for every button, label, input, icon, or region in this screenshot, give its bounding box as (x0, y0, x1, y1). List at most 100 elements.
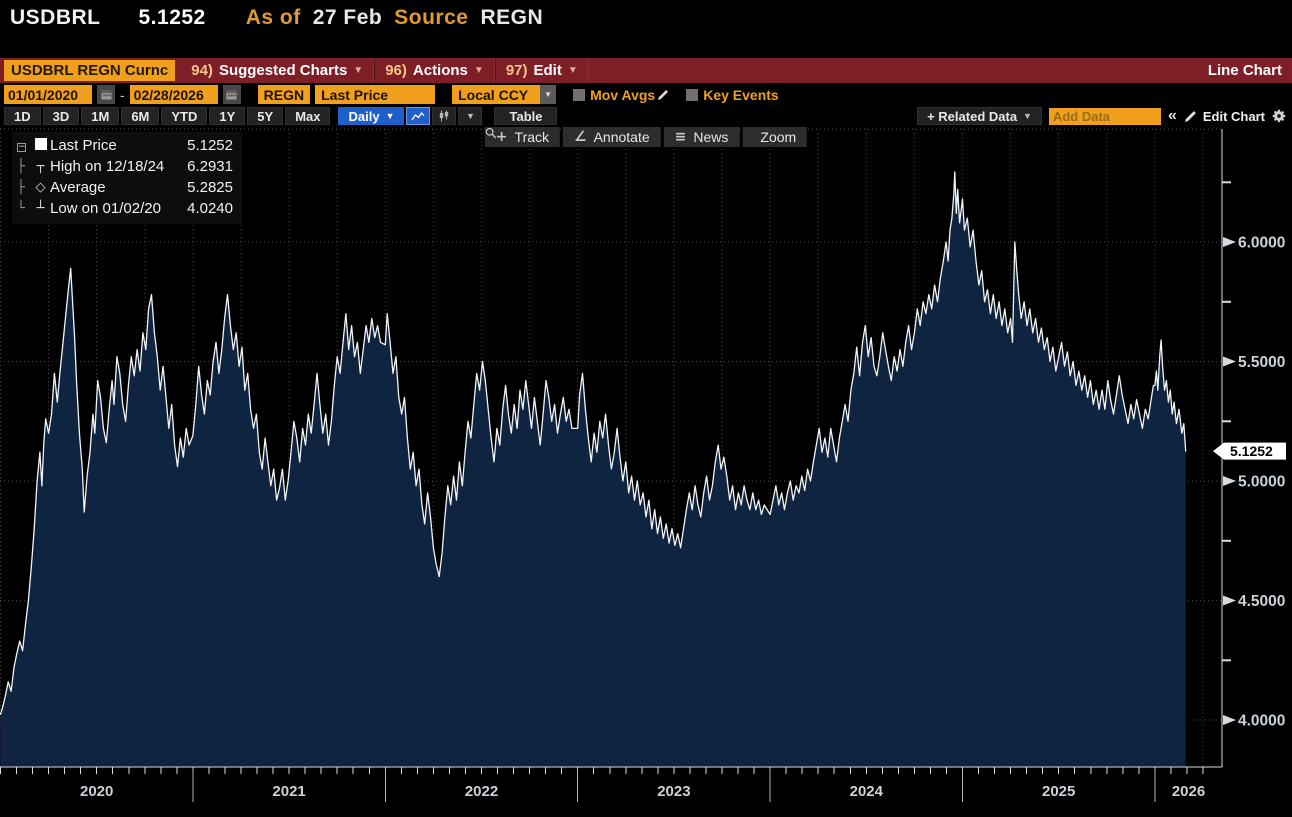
period-select[interactable]: Daily ▼ (338, 107, 405, 125)
range-button-max[interactable]: Max (285, 107, 331, 125)
x-axis: 2020 2021 2022 2023 2024 2025 2026 (0, 766, 1222, 802)
track-label: Track (514, 129, 550, 145)
svg-text:6.0000: 6.0000 (1238, 235, 1285, 252)
legend-value: 5.1252 (187, 137, 233, 154)
menu-item-number: 97) (505, 62, 528, 79)
period-label: Daily (348, 108, 380, 124)
pencil-icon (1184, 110, 1196, 122)
as-of-date: 27 Feb (312, 6, 383, 29)
key-events-checkbox[interactable] (686, 88, 699, 101)
edit-chart-label: Edit Chart (1202, 108, 1265, 124)
track-cross-icon: + (495, 129, 508, 145)
range-button-1m[interactable]: 1M (81, 107, 120, 125)
mov-avgs-pencil-icon[interactable] (657, 89, 669, 101)
mov-avgs-label: Mov Avgs (590, 86, 656, 103)
low-marker-icon: ┴ (36, 201, 45, 216)
svg-text:2023: 2023 (657, 783, 690, 800)
menu-item-suggested-charts[interactable]: 94) Suggested Charts ▼ (181, 58, 375, 83)
currency-dropdown-icon[interactable]: ▼ (540, 85, 557, 104)
related-data-button[interactable]: + Related Data ▼ (917, 107, 1042, 125)
zoom-button[interactable]: Zoom (485, 127, 808, 147)
range-button-6m[interactable]: 6M (121, 107, 160, 125)
svg-text:2026: 2026 (1172, 783, 1205, 800)
line-chart-type-button[interactable] (406, 107, 431, 125)
svg-text:4.5000: 4.5000 (1238, 593, 1285, 610)
price-line (0, 171, 1187, 715)
legend-row-3[interactable]: └ ┴ Low on 01/02/20 4.0240 (17, 198, 233, 219)
legend-label: Average (50, 179, 106, 196)
table-button[interactable]: Table (494, 107, 558, 125)
svg-text:2024: 2024 (850, 783, 884, 800)
date-range-dash: - (120, 86, 125, 103)
currency-select[interactable]: Local CCY (452, 85, 541, 104)
chart-area[interactable]: 4.0000 4.5000 5.0000 5.5000 6.0000 2020 2021 20… (0, 126, 1292, 815)
svg-text:2022: 2022 (465, 783, 498, 800)
svg-text:5.0000: 5.0000 (1238, 474, 1285, 491)
y-axis: 4.0000 4.5000 5.0000 5.5000 6.0000 (1221, 129, 1285, 767)
menu-item-label: Suggested Charts (218, 62, 348, 79)
range-button-3d[interactable]: 3D (42, 107, 80, 125)
related-data-label: + Related Data (927, 108, 1018, 124)
range-toolbar: 1D 3D 1M 6M YTD 1Y 5Y Max Daily ▼ ▼ Table + Rel… (0, 106, 1292, 126)
annotate-label: Annotate (593, 129, 650, 145)
edit-chart-button[interactable]: Edit Chart (1184, 109, 1265, 124)
legend-label: High on 12/18/24 (50, 158, 165, 175)
range-button-ytd[interactable]: YTD (161, 107, 208, 125)
news-label: News (693, 129, 729, 145)
legend-tree-glyph: − (17, 138, 31, 153)
chevron-down-icon: ▼ (567, 65, 578, 76)
candle-chart-type-button[interactable] (432, 107, 457, 125)
menu-bar: USDBRL REGN Curnc 94) Suggested Charts ▼ 96… (0, 58, 1292, 83)
as-of-label: As of (245, 6, 301, 29)
zoom-label: Zoom (760, 129, 797, 145)
swatch-square-icon (31, 137, 50, 154)
title-last-price: 5.1252 (138, 6, 206, 29)
svg-text:5.5000: 5.5000 (1238, 354, 1285, 371)
chart-legend[interactable]: − Last Price 5.1252 ├ ┬ High on 12/18/24 6.293… (12, 132, 242, 224)
legend-rows: − Last Price 5.1252 ├ ┬ High on 12/18/24 6.293… (17, 135, 233, 219)
title-bar: USDBRL 5.1252 As of 27 Feb Source REGN (0, 0, 1292, 58)
legend-row-1[interactable]: ├ ┬ High on 12/18/24 6.2931 (17, 156, 233, 177)
svg-text:5.1252: 5.1252 (1230, 443, 1273, 459)
calendar-from-icon[interactable] (97, 85, 115, 104)
source-field-box[interactable]: REGN (257, 85, 311, 104)
legend-label: Last Price (50, 137, 117, 154)
price-field-box[interactable]: Last Price (315, 85, 436, 104)
chart-type-label: Line Chart (1207, 62, 1282, 79)
date-to-input[interactable] (129, 85, 218, 104)
track-button[interactable]: + Track (484, 127, 561, 147)
mov-avgs-checkbox[interactable] (573, 88, 586, 101)
settings-gear-icon[interactable] (1272, 109, 1286, 123)
range-button-5y[interactable]: 5Y (247, 107, 284, 125)
menu-item-actions[interactable]: 96) Actions ▼ (374, 58, 495, 83)
related-data-dropdown-icon: ▼ (1023, 111, 1032, 121)
menu-item-number: 94) (191, 62, 213, 79)
collapse-box-icon[interactable]: − (17, 142, 26, 152)
average-marker-icon: ◇ (35, 180, 46, 195)
area-series (0, 172, 1186, 767)
menu-item-edit[interactable]: 97) Edit ▼ (494, 58, 589, 83)
key-events-label: Key Events (703, 86, 779, 103)
date-from-input[interactable] (4, 85, 92, 104)
legend-tree-glyph: ├ (17, 180, 25, 195)
annotate-pencil-icon: ∠ (574, 129, 587, 145)
high-marker-icon: ┬ (36, 159, 45, 174)
range-button-1y[interactable]: 1Y (209, 107, 246, 125)
chart-type-dropdown-button[interactable]: ▼ (458, 107, 483, 125)
chevron-down-icon: ▼ (473, 65, 484, 76)
calendar-to-icon[interactable] (222, 85, 241, 104)
legend-tree-glyph: └ (17, 201, 25, 216)
news-button[interactable]: ≡ News (663, 127, 740, 147)
range-button-1d[interactable]: 1D (4, 107, 41, 125)
legend-row-2[interactable]: ├ ◇ Average 5.2825 (17, 177, 233, 198)
legend-row-0[interactable]: − Last Price 5.1252 (17, 135, 233, 156)
security-ticker-box[interactable]: USDBRL REGN Curnc (4, 60, 176, 81)
title-ticker: USDBRL (10, 6, 101, 29)
annotate-button[interactable]: ∠ Annotate (563, 127, 661, 147)
svg-text:2020: 2020 (80, 783, 113, 800)
add-data-input[interactable] (1048, 107, 1161, 125)
collapse-chevrons-icon[interactable]: « (1167, 107, 1177, 124)
chevron-down-icon: ▼ (353, 65, 364, 76)
